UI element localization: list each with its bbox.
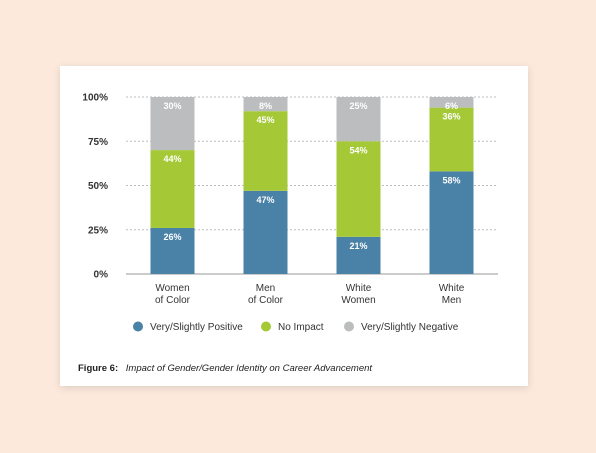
bar-segment: [429, 171, 474, 274]
bar-segment: [150, 97, 195, 151]
bar-segment: [336, 236, 381, 274]
data-label: 30%: [163, 101, 181, 111]
data-label: 36%: [442, 112, 460, 122]
bar-segment: [150, 150, 195, 228]
legend-marker: [261, 321, 271, 332]
x-tick-label: Men of Color: [248, 283, 284, 306]
y-tick-label: 100%: [82, 93, 108, 104]
data-label: 47%: [256, 195, 274, 205]
x-tick-label: Women of Color: [155, 283, 191, 306]
bar-segment: [336, 97, 381, 142]
legend-label: Very/Slightly Negative: [361, 322, 459, 333]
data-label: 6%: [445, 101, 458, 111]
bar-segment: [429, 97, 474, 108]
data-label: 8%: [259, 101, 272, 111]
y-tick-label: 75%: [88, 137, 108, 148]
data-label: 26%: [163, 232, 181, 242]
legend-label: Very/Slightly Positive: [150, 322, 243, 333]
bar-segment: [429, 107, 474, 172]
figure-caption: Figure 6: Impact of Gender/Gender Identi…: [78, 363, 372, 374]
data-label: 25%: [349, 101, 367, 111]
data-label: 21%: [349, 241, 367, 251]
x-tick-label: White Women: [341, 283, 375, 306]
data-label: 45%: [256, 115, 274, 125]
legend-marker: [344, 321, 354, 332]
data-label: 58%: [442, 175, 460, 185]
bar-segment: [150, 227, 195, 274]
x-tick-label: White Men: [439, 283, 465, 306]
bar-segment: [243, 111, 288, 191]
data-label: 44%: [163, 154, 181, 164]
bar-segment: [243, 97, 288, 112]
stacked-bar-chart: 0% 25% 50% 75% 100% 26% 44% 30% Women of Color 47%…: [82, 93, 498, 333]
caption-text: Impact of Gender/Gender Identity on Care…: [125, 363, 373, 374]
legend-marker: [133, 321, 143, 332]
y-tick-label: 25%: [88, 225, 108, 236]
data-label: 54%: [349, 145, 367, 155]
bar-segment: [243, 190, 288, 274]
y-tick-label: 50%: [88, 181, 108, 192]
y-tick-label: 0%: [94, 270, 109, 281]
figure-card: 0% 25% 50% 75% 100% 26% 44% 30% Women of Color 47%…: [60, 66, 528, 386]
caption-label: Figure 6:: [78, 363, 119, 374]
bar-segment: [336, 141, 381, 237]
legend-label: No Impact: [278, 322, 324, 333]
